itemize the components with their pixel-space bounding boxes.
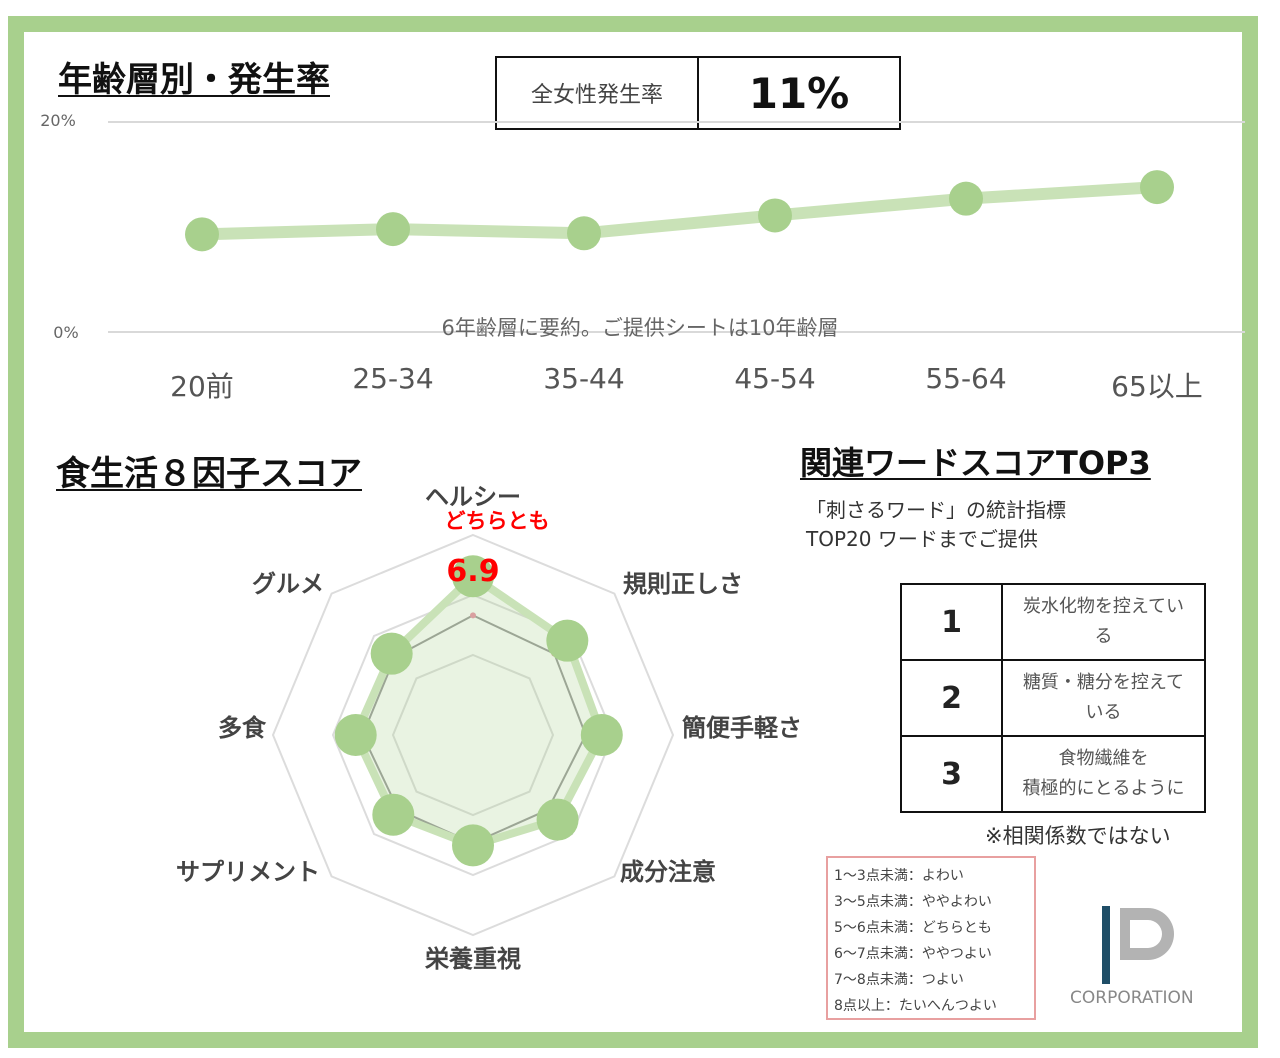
logo-text: CORPORATION [1070,988,1194,1008]
related-words-title: 関連ワードスコアTOP3 [800,444,1151,482]
legend-entry: 6〜7点未満：ややつよい [834,946,992,962]
rank-cell: 3 [900,735,1003,813]
overall-rate-box: 全女性発生率 11% [495,56,901,130]
note-line: TOP20 ワードまでご提供 [806,527,1038,551]
radar-grid-ring [331,593,615,877]
radar-point [580,714,623,756]
radar-axis-label: 栄養重視 [424,945,521,973]
table-row: 2 糖質・糖分を控えて いる [900,659,1206,737]
word-cell: 炭水化物を控えてい る [1001,583,1206,661]
radar-point-secondary [470,612,476,619]
y-tick-label: 0% [53,323,78,342]
legend-entry: 7〜8点未満：つよい [834,972,964,988]
table-row: 3 食物繊維を 積極的にとるように [900,735,1206,813]
word-line: いる [1085,702,1122,723]
radar-point [546,619,589,662]
radar-axis-label: 多食 [218,714,267,742]
radar-point [334,714,377,756]
radar-point [372,793,415,836]
logo-bar [1102,906,1110,984]
highlight-value-label: 6.9 [446,554,499,589]
rank-cell: 2 [900,659,1003,737]
radar-point [536,798,579,841]
series-line [196,181,1163,241]
word-line: る [1094,626,1113,647]
radar-point [370,632,413,675]
related-words-note: 「刺さるワード」の統計指標 TOP20 ワードまでご提供 [806,496,1066,554]
word-cell: 糖質・糖分を控えて いる [1001,659,1206,737]
word-line: 糖質・糖分を控えて [1022,672,1185,693]
correlation-disclaimer: ※相関係数ではない [985,824,1171,848]
word-cell: 食物繊維を 積極的にとるように [1001,735,1206,813]
data-point [758,198,792,233]
radar-point [452,555,494,598]
highlight-level-label: どちらとも [445,509,550,533]
overall-rate-value: 11% [748,68,850,118]
data-point [567,216,601,251]
note-line: 「刺さるワード」の統計指標 [806,498,1066,522]
overall-rate-label: 全女性発生率 [497,58,699,128]
x-tick-label: 35-44 [543,362,624,395]
radar-axis-label: サプリメント [176,858,320,886]
age-rate-title: 年齢層別・発生率 [58,60,330,100]
radar-axis-label: 簡便手軽さ [682,714,802,742]
x-tick-label: 55-64 [925,362,1006,395]
radar-grid-ring [391,653,555,817]
radar-point [452,824,494,867]
radar-axis-label: ヘルシー [425,483,521,511]
data-point [185,217,219,252]
word-line: 炭水化物を控えてい [1022,596,1185,617]
legend-entry: 8点以上：たいへんつよい [834,998,997,1014]
legend-entry: 1〜3点未満：よわい [834,868,964,884]
related-words-table: 1 炭水化物を控えてい る 2 糖質・糖分を控えて いる 3 食物繊維を 積極的… [900,583,1206,813]
score-legend: 1〜3点未満：よわい 3〜5点未満：ややよわい 5〜6点未満：どちらとも 6〜7… [826,856,1036,1020]
x-tick-label: 45-54 [734,362,815,395]
radar-axis-label: グルメ [252,570,324,598]
word-line: 積極的にとるように [1022,778,1185,799]
radar-grid-ring [271,533,675,937]
word-line: 食物繊維を [1058,748,1149,769]
data-point [949,181,983,216]
x-tick-label: 25-34 [352,362,433,395]
data-point [376,212,410,247]
radar-axis-label: 成分注意 [620,858,716,886]
x-tick-label: 65以上 [1111,370,1203,403]
factor-score-title: 食生活８因子スコア [56,454,362,494]
legend-entry: 5〜6点未満：どちらとも [834,920,992,936]
rank-cell: 1 [900,583,1003,661]
legend-entry: 3〜5点未満：ややよわい [834,894,992,910]
data-point [1140,170,1174,205]
radar-axis-label: 規則正しさ [623,570,743,598]
y-tick-label: 20% [40,111,76,130]
x-tick-label: 20前 [170,370,234,403]
chart-annotation: 6年齢層に要約。ご提供シートは10年齢層 [441,316,838,340]
logo-mark [1120,908,1174,960]
corporation-logo [1102,906,1174,984]
table-row: 1 炭水化物を控えてい る [900,583,1206,661]
